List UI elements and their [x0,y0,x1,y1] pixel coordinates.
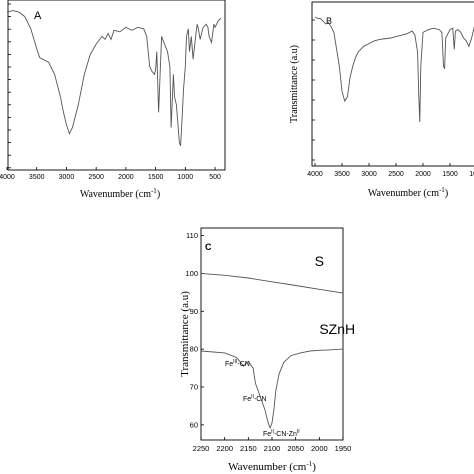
panel-a-x-tick-label: 1000 [178,174,194,181]
panel-b-x-ticks: 4000 3500 3000 2500 2000 1500 1000 [307,163,474,178]
panel-c-y-tick-label: 70 [190,383,198,392]
panel-c-y-axis-label: Transmittance (a.u) [179,291,191,377]
panel-a-x-axis-label: Wavenumber (cm-1) [80,187,160,200]
panel-c-y-tick-label: 90 [190,307,198,316]
panel-c-x-tick-label: 2000 [311,444,328,453]
panel-a-frame [7,0,226,171]
panel-a: A 4000 3500 3000 2500 2000 1500 1000 500 Wavenu… [0,0,226,200]
panel-c-y-tick-label: 110 [186,231,198,240]
panel-c-x-tick-label: 2250 [193,444,210,453]
panel-b: B 4000 3500 3000 2500 2000 1500 1000 Transmitt… [289,1,474,199]
panel-b-x-tick-label: 3500 [334,171,350,178]
panel-c: C 60 70 80 90 100 110 2250 2200 2150 2100 2050 200… [179,227,355,473]
panel-a-label: A [34,10,42,22]
panel-a-x-tick-label: 3500 [29,174,45,181]
panel-b-x-tick-label: 1500 [442,171,458,178]
panel-b-x-axis-label: Wavenumber (cm-1) [368,186,448,199]
panel-c-x-tick-label: 1950 [335,444,352,453]
panel-c-x-axis-label: Wavenumber (cm-1) [228,460,316,473]
panel-c-y-ticks: 60 70 80 90 100 110 [185,231,204,429]
panel-a-x-ticks: 4000 3500 3000 2500 2000 1500 1000 500 [0,167,221,181]
panel-c-series-s-label: S [315,253,324,269]
panel-a-y-ticks [8,3,11,169]
panel-a-x-tick-label: 2500 [88,174,104,181]
panel-b-x-tick-label: 1000 [469,171,474,178]
panel-b-x-tick-label: 4000 [307,171,323,178]
panel-b-x-tick-label: 2500 [388,171,404,178]
panel-c-series-sznh-label: SZnH [319,321,355,337]
panel-a-x-tick-label: 500 [209,174,221,181]
panel-b-y-axis-label: Transmittance (a.u) [289,45,300,123]
panel-a-spectrum-line [6,10,222,146]
panel-c-series-s-line [200,272,344,294]
panel-b-spectrum-line [314,16,474,123]
panel-b-frame [311,1,474,167]
panel-c-x-tick-label: 2100 [264,444,281,453]
panel-a-x-tick-label: 4000 [0,174,15,181]
annotation-fe2-cn-zn2: FeII-CN-ZnII [263,429,300,438]
panel-c-x-tick-label: 2050 [287,444,304,453]
panel-c-label: C [205,242,212,252]
panel-c-y-tick-label: 80 [190,345,198,354]
panel-c-x-tick-label: 2200 [216,444,233,453]
annotation-fe2-cn: FeII-CN [243,394,266,403]
panel-b-label: B [326,16,332,26]
panel-a-x-tick-label: 3000 [59,174,75,181]
panel-b-x-tick-label: 2000 [415,171,431,178]
annotation-fe3-cn: FeIII-CN [225,359,250,368]
panel-b-x-tick-label: 3000 [361,171,377,178]
panel-b-y-ticks [312,19,315,161]
panel-c-series-sznh-line [200,348,344,430]
panel-a-x-tick-label: 1500 [148,174,164,181]
panel-c-x-ticks: 2250 2200 2150 2100 2050 2000 1950 [193,437,352,453]
panel-c-y-tick-label: 100 [185,269,198,278]
panel-c-x-tick-label: 2150 [240,444,257,453]
panel-c-y-tick-label: 60 [190,420,198,429]
panel-a-x-tick-label: 2000 [118,174,134,181]
